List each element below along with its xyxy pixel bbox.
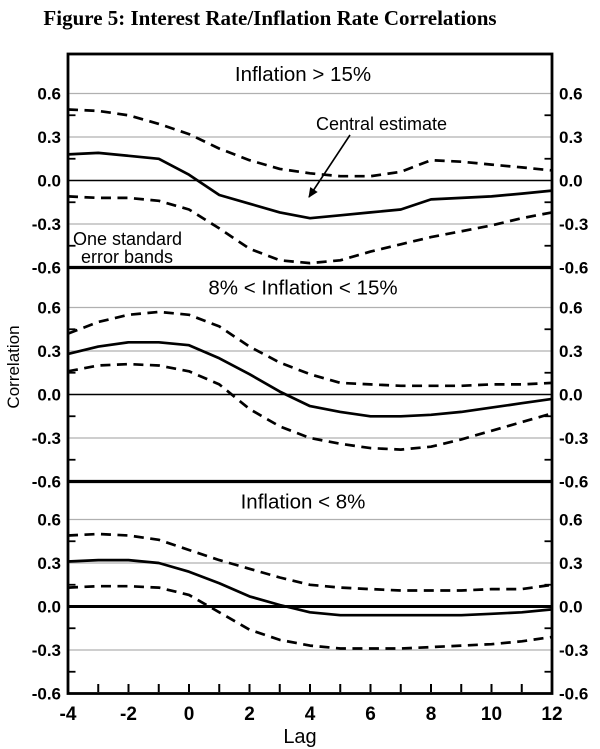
ytick-label-left-panel0-0.0: 0.0	[37, 172, 61, 191]
panel-title-1: 8% < Inflation < 15%	[208, 277, 397, 300]
ytick-label-left-panel2--0.6: -0.6	[32, 685, 61, 704]
ytick-label-left-panel0-0.6: 0.6	[37, 85, 61, 104]
plot-border	[66, 52, 554, 695]
ytick-label-left-panel0--0.3: -0.3	[32, 215, 61, 234]
panel-title-2: Inflation < 8%	[241, 491, 366, 514]
xtick-label--2: -2	[120, 704, 137, 725]
ytick-label-left-panel0--0.6: -0.6	[32, 259, 61, 278]
ytick-label-right-panel1--0.3: -0.3	[559, 429, 588, 448]
ytick-label-right-panel1-0.0: 0.0	[559, 386, 583, 405]
ytick-label-left-panel0-0.3: 0.3	[37, 128, 61, 147]
ytick-label-right-panel0-0.0: 0.0	[559, 172, 583, 191]
series-panel1-upper-one-standard-error-band	[67, 310, 553, 388]
series-panel1-central-estimate	[67, 340, 553, 418]
xtick-label-2: 2	[244, 704, 255, 725]
ytick-label-left-panel1--0.3: -0.3	[32, 429, 61, 448]
panel-title-0: Inflation > 15%	[235, 63, 371, 86]
ytick-label-right-panel0-0.6: 0.6	[559, 85, 583, 104]
x-axis-label: Lag	[283, 726, 316, 748]
ytick-label-right-panel0--0.6: -0.6	[559, 259, 588, 278]
xtick-label-8: 8	[426, 704, 437, 725]
series-panel0-central-estimate	[67, 151, 553, 220]
xtick-label--4: -4	[60, 704, 77, 725]
central-estimate-arrow	[308, 134, 351, 198]
series-panel2-upper-one-standard-error-band	[67, 532, 553, 592]
series-panel2-lower-one-standard-error-band	[67, 584, 553, 650]
ytick-label-right-panel0--0.3: -0.3	[559, 215, 588, 234]
ytick-label-left-panel2--0.3: -0.3	[32, 641, 61, 660]
ytick-label-right-panel2-0.3: 0.3	[559, 554, 583, 573]
ytick-label-left-panel2-0.0: 0.0	[37, 598, 61, 617]
ytick-label-left-panel1--0.6: -0.6	[32, 473, 61, 492]
ytick-label-right-panel0-0.3: 0.3	[559, 128, 583, 147]
error-bands-annotation-line1: One standard	[73, 229, 182, 249]
xtick-label-6: 6	[365, 704, 376, 725]
xtick-label-0: 0	[184, 704, 195, 725]
error-bands-annotation-line2: error bands	[81, 247, 173, 267]
ytick-label-right-panel2-0.0: 0.0	[559, 598, 583, 617]
ytick-label-left-panel2-0.3: 0.3	[37, 554, 61, 573]
ytick-label-left-panel1-0.6: 0.6	[37, 299, 61, 318]
series-panel0-lower-one-standard-error-band	[67, 195, 553, 265]
ytick-label-right-panel2--0.3: -0.3	[559, 641, 588, 660]
central-estimate-annotation: Central estimate	[316, 114, 447, 134]
ytick-label-right-panel2-0.6: 0.6	[559, 511, 583, 530]
ytick-label-right-panel1--0.6: -0.6	[559, 473, 588, 492]
y-axis-label: Correlation	[4, 325, 23, 408]
ytick-label-right-panel1-0.3: 0.3	[559, 342, 583, 361]
ytick-label-right-panel2--0.6: -0.6	[559, 685, 588, 704]
xtick-label-12: 12	[541, 704, 562, 725]
series-panel2-central-estimate	[67, 558, 553, 617]
xtick-label-10: 10	[481, 704, 502, 725]
series-panel0-upper-one-standard-error-band	[67, 108, 553, 178]
ytick-label-left-panel2-0.6: 0.6	[37, 511, 61, 530]
figure-title: Figure 5: Interest Rate/Inflation Rate C…	[43, 6, 497, 30]
xtick-label-4: 4	[305, 704, 316, 725]
ytick-label-right-panel1-0.6: 0.6	[559, 299, 583, 318]
ytick-label-left-panel1-0.3: 0.3	[37, 342, 61, 361]
ytick-label-left-panel1-0.0: 0.0	[37, 386, 61, 405]
